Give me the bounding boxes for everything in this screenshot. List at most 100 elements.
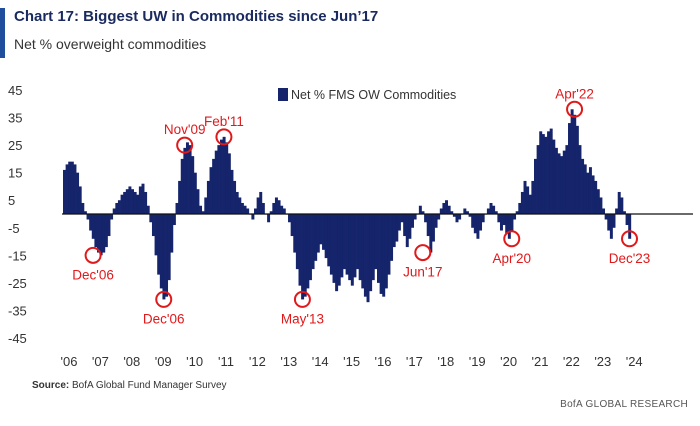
data-bar	[534, 158, 537, 214]
data-bar	[165, 214, 169, 297]
data-bar	[246, 208, 250, 214]
data-bar	[303, 214, 307, 297]
data-bar	[172, 214, 176, 226]
data-bar	[455, 214, 459, 223]
x-tick-label: '16	[375, 354, 392, 369]
data-bar	[450, 211, 454, 214]
data-bar	[463, 208, 467, 214]
data-bar	[65, 164, 69, 214]
data-bar	[421, 211, 425, 214]
data-bar	[513, 214, 517, 220]
data-bar	[586, 172, 590, 214]
data-bar	[350, 214, 354, 286]
data-bar	[549, 128, 553, 214]
data-bar	[494, 211, 498, 214]
data-bar	[314, 214, 318, 261]
data-bar	[290, 214, 294, 237]
chart-subtitle: Net % overweight commodities	[14, 36, 207, 52]
data-bar	[301, 214, 305, 300]
data-bar	[225, 142, 229, 214]
x-tick-label: '23	[594, 354, 611, 369]
data-bar	[505, 214, 509, 234]
x-tick-label: '10	[186, 354, 203, 369]
y-tick-label: -45	[8, 331, 27, 346]
data-bar	[471, 214, 475, 228]
x-tick-label: '08	[123, 354, 140, 369]
data-bar	[63, 169, 66, 214]
data-bar	[220, 139, 223, 214]
data-bar	[426, 214, 430, 237]
data-bar	[366, 214, 370, 303]
data-bar	[183, 147, 187, 214]
annotation-label: Jun'17	[403, 265, 442, 280]
x-tick-label: '20	[500, 354, 517, 369]
data-bar	[523, 180, 527, 214]
data-bar	[337, 214, 341, 286]
annotation-label: Feb'11	[204, 114, 244, 129]
data-bar	[390, 214, 394, 261]
data-bar	[256, 197, 260, 214]
data-bar	[259, 191, 263, 214]
annotation-label: Dec'06	[143, 311, 185, 326]
data-bar	[206, 180, 210, 214]
data-bar	[434, 214, 438, 228]
annotation-label: Dec'23	[609, 251, 651, 266]
data-bar	[254, 208, 257, 214]
data-bar	[99, 214, 103, 256]
data-bar	[233, 180, 237, 214]
data-bar	[570, 109, 574, 214]
annotation-circle	[503, 230, 521, 248]
data-bar	[439, 208, 443, 214]
annotation-label: Dec'06	[72, 267, 114, 282]
x-tick-label: '21	[532, 354, 549, 369]
annotation-label: Nov'09	[164, 122, 206, 137]
data-bar	[612, 214, 616, 228]
annotation-circle	[566, 100, 584, 118]
data-bar	[528, 194, 532, 214]
data-bar	[138, 186, 142, 214]
data-bar	[392, 214, 396, 248]
x-tick-label: '06	[61, 354, 78, 369]
x-tick-label: '11	[218, 354, 234, 369]
data-bar	[374, 214, 378, 270]
data-bar	[384, 214, 388, 289]
data-bar	[363, 214, 367, 297]
data-bar	[222, 136, 226, 214]
data-bar	[104, 214, 108, 248]
data-bar	[547, 131, 551, 214]
legend-swatch	[278, 88, 288, 101]
data-bar	[468, 214, 472, 217]
x-tick-label: '18	[437, 354, 454, 369]
data-bar	[379, 214, 383, 294]
chart-title: Chart 17: Biggest UW in Commodities sinc…	[14, 8, 379, 25]
data-bar	[481, 214, 485, 223]
data-bar	[117, 200, 121, 214]
data-bar	[306, 214, 310, 289]
data-bar	[541, 134, 545, 214]
annotation-circle	[414, 244, 432, 262]
data-bar	[120, 194, 124, 214]
data-bar	[431, 214, 435, 242]
data-bar	[288, 214, 291, 223]
data-bar	[238, 197, 242, 214]
data-bar	[227, 153, 231, 214]
data-bar	[146, 205, 150, 214]
data-bar	[319, 214, 323, 245]
data-bar	[188, 145, 192, 214]
data-bar	[578, 145, 582, 214]
data-bar	[617, 191, 621, 214]
title-accent-bar	[0, 8, 5, 58]
data-bar	[128, 186, 132, 214]
data-bar	[575, 125, 579, 214]
data-bar	[607, 214, 611, 231]
annotation-circle	[176, 136, 194, 154]
data-bar	[377, 214, 380, 283]
data-bar	[424, 214, 428, 223]
data-bar	[274, 197, 278, 214]
data-bar	[625, 214, 629, 226]
research-credit: BofA GLOBAL RESEARCH	[560, 399, 688, 410]
y-tick-label: 5	[8, 193, 15, 208]
annotation-circle	[155, 290, 173, 308]
annotation-circle	[215, 128, 233, 146]
data-bar	[157, 214, 161, 275]
